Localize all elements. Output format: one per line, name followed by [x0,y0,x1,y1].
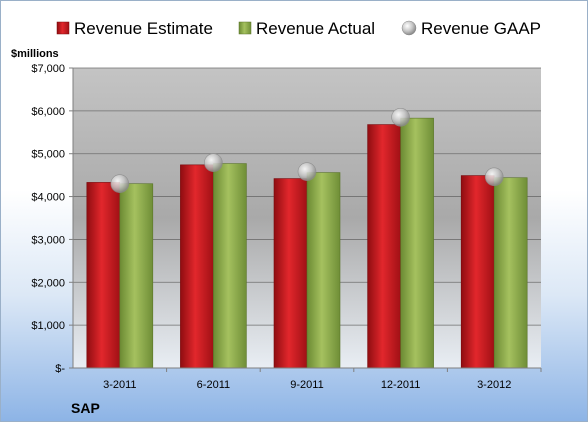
point-gaap-3-2011 [110,174,130,194]
legend-label-estimate: Revenue Estimate [74,19,213,38]
bars [86,117,528,369]
y-axis-ticks: $- $1,000 $2,000 $3,000 $4,000 $5,000 $6,000 $7… [31,63,73,375]
point-gaap-6-2011 [204,153,223,173]
point-gaap-9-2011 [297,162,317,182]
company-label: SAP [71,400,100,416]
bar-estimate-3-2011 [86,182,121,369]
x-tick-label: 3-2012 [477,379,511,391]
bar-actual-3-2011 [119,183,154,369]
legend-item-estimate[interactable]: Revenue Estimate [56,19,213,38]
point-gaap-3-2012 [484,167,504,187]
bar-estimate-6-2011 [180,164,214,369]
legend-item-gaap[interactable]: Revenue GAAP [401,19,541,38]
bar-estimate-3-2012 [460,175,495,369]
y-axis-unit-label: $millions [11,48,59,60]
y-tick-label: $1,000 [31,320,65,332]
x-tick-label: 6-2011 [197,379,230,391]
point-gaap-12-2011 [391,107,410,127]
y-tick-label: $7,000 [31,63,65,75]
x-axis-ticks: 3-2011 6-2011 9-2011 12-2011 3-2012 [103,368,542,391]
x-tick-label: 3-2011 [103,379,136,391]
legend: Revenue Estimate Revenue Actual Revenue … [56,19,541,38]
legend-swatch-estimate [56,21,70,35]
legend-swatch-gaap [401,20,417,36]
legend-label-gaap: Revenue GAAP [421,19,541,38]
bar-actual-3-2012 [493,177,528,369]
y-tick-label: $5,000 [31,149,65,161]
bar-actual-6-2011 [213,163,247,369]
legend-label-actual: Revenue Actual [256,19,375,38]
y-tick-label: $6,000 [31,106,65,118]
y-tick-label: $- [55,363,65,375]
y-tick-label: $4,000 [31,192,65,204]
bar-actual-12-2011 [400,117,434,369]
y-tick-label: $3,000 [31,234,65,246]
bar-estimate-9-2011 [273,178,308,369]
x-tick-label: 9-2011 [290,379,323,391]
legend-swatch-actual [238,21,252,35]
y-tick-label: $2,000 [31,277,65,289]
bar-estimate-12-2011 [367,124,401,369]
bar-actual-9-2011 [306,172,341,369]
x-tick-label: 12-2011 [381,379,421,391]
legend-item-actual[interactable]: Revenue Actual [238,19,375,38]
gaap-points [110,107,504,194]
